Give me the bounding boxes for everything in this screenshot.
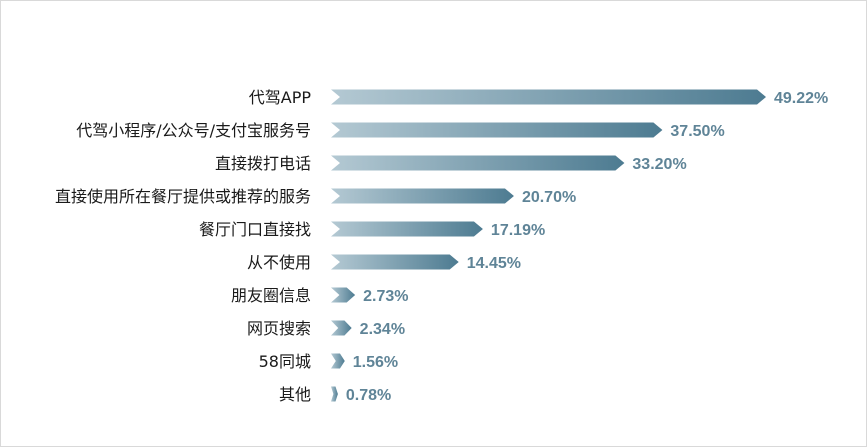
value-label-8: 1.56% xyxy=(353,354,398,371)
value-label-6: 2.73% xyxy=(363,288,408,305)
bar-1 xyxy=(331,122,663,138)
category-label-0: 代驾APP xyxy=(249,88,312,107)
category-label-7: 网页搜索 xyxy=(247,319,311,338)
category-label-9: 其他 xyxy=(279,385,311,404)
bar-8 xyxy=(331,353,345,369)
value-label-7: 2.34% xyxy=(360,321,405,338)
bar-5 xyxy=(331,254,459,270)
bar-9 xyxy=(331,386,338,402)
value-label-2: 33.20% xyxy=(632,156,686,173)
value-label-4: 17.19% xyxy=(491,222,545,239)
value-label-9: 0.78% xyxy=(346,387,391,404)
value-label-5: 14.45% xyxy=(467,255,521,272)
category-label-3: 直接使用所在餐厅提供或推荐的服务 xyxy=(55,187,311,206)
value-label-0: 49.22% xyxy=(774,90,828,107)
bar-4 xyxy=(331,221,483,237)
bar-6 xyxy=(331,287,356,303)
bar-2 xyxy=(331,155,625,171)
bar-0 xyxy=(331,89,766,105)
bar-7 xyxy=(331,320,352,336)
category-label-8: 58同城 xyxy=(259,352,311,371)
value-label-3: 20.70% xyxy=(522,189,576,206)
value-label-1: 37.50% xyxy=(670,123,724,140)
category-label-1: 代驾小程序/公众号/支付宝服务号 xyxy=(76,121,311,140)
category-label-4: 餐厅门口直接找 xyxy=(199,220,311,239)
bar-3 xyxy=(331,188,514,204)
category-label-5: 从不使用 xyxy=(247,253,311,272)
category-label-2: 直接拨打电话 xyxy=(215,154,311,173)
category-label-6: 朋友圈信息 xyxy=(231,286,311,305)
